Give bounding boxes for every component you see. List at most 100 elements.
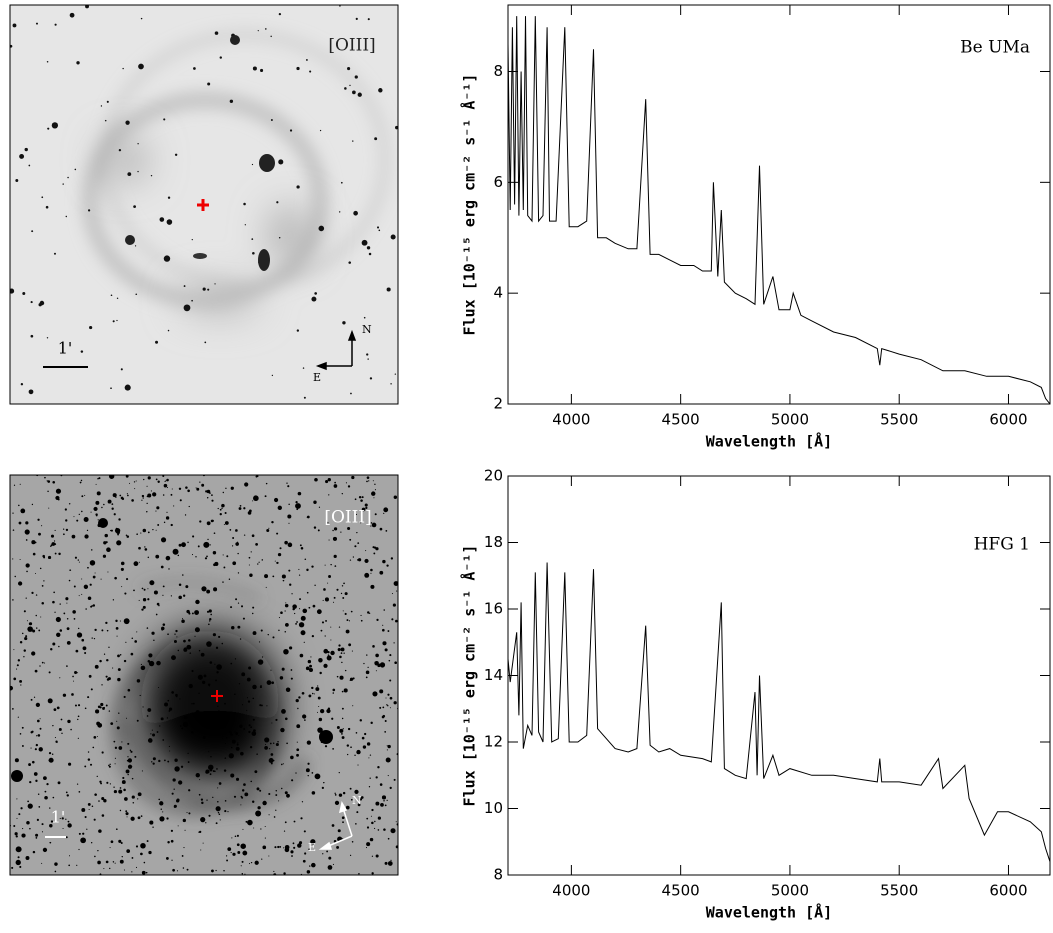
- star: [278, 159, 284, 165]
- star: [286, 742, 288, 745]
- star: [67, 820, 70, 823]
- star: [161, 626, 165, 631]
- star: [41, 823, 44, 826]
- star: [285, 687, 291, 692]
- star: [232, 536, 235, 539]
- star: [170, 595, 172, 597]
- star: [31, 591, 34, 594]
- star: [203, 541, 210, 548]
- star: [351, 475, 355, 480]
- star: [296, 66, 300, 71]
- star: [290, 755, 294, 760]
- star: [103, 799, 107, 803]
- star: [254, 770, 258, 774]
- star: [175, 629, 178, 633]
- star: [248, 556, 251, 559]
- star: [224, 702, 226, 705]
- star: [194, 627, 200, 633]
- star: [158, 687, 160, 689]
- star: [18, 813, 21, 816]
- star: [198, 692, 200, 694]
- star: [295, 772, 297, 774]
- star: [375, 801, 380, 806]
- star: [151, 761, 153, 763]
- star: [386, 287, 391, 292]
- star: [33, 696, 36, 698]
- star: [379, 570, 384, 575]
- star: [103, 653, 106, 655]
- star: [164, 759, 166, 762]
- star: [393, 778, 396, 781]
- star: [291, 779, 294, 782]
- star: [115, 496, 117, 498]
- star: [383, 799, 385, 802]
- star: [192, 535, 195, 538]
- scale-label: 1': [51, 808, 66, 827]
- star: [252, 631, 257, 635]
- star: [226, 555, 229, 558]
- star: [125, 769, 130, 774]
- star: [374, 827, 376, 830]
- star: [101, 814, 105, 817]
- star: [14, 575, 16, 578]
- star: [259, 685, 262, 689]
- star: [384, 861, 388, 865]
- star: [31, 651, 36, 656]
- star: [377, 816, 381, 820]
- star: [202, 736, 206, 739]
- star: [228, 753, 234, 759]
- star: [206, 497, 209, 499]
- star: [195, 710, 200, 715]
- star: [167, 633, 169, 636]
- star: [389, 679, 392, 682]
- star: [270, 669, 272, 671]
- star: [86, 828, 88, 830]
- star: [346, 744, 350, 747]
- star: [200, 798, 204, 801]
- star: [393, 701, 397, 705]
- star: [173, 788, 175, 790]
- star: [276, 561, 279, 564]
- star: [97, 705, 101, 709]
- star: [104, 533, 108, 538]
- star: [113, 513, 116, 516]
- star: [19, 640, 23, 644]
- star: [31, 230, 34, 233]
- star: [167, 841, 170, 844]
- star: [326, 655, 332, 661]
- star: [270, 762, 273, 765]
- star: [275, 794, 278, 797]
- star: [296, 185, 300, 189]
- star: [54, 611, 56, 613]
- star: [108, 710, 111, 712]
- star: [112, 320, 115, 323]
- star: [156, 506, 160, 510]
- star: [38, 806, 41, 808]
- star: [215, 646, 219, 650]
- star: [38, 532, 41, 536]
- star: [69, 12, 75, 18]
- star: [324, 635, 326, 637]
- star: [171, 691, 174, 694]
- star: [341, 717, 344, 720]
- star: [327, 582, 329, 584]
- star: [63, 612, 66, 615]
- star: [109, 783, 111, 785]
- star: [355, 823, 357, 825]
- star: [393, 642, 395, 644]
- star: [215, 806, 221, 812]
- star: [29, 827, 31, 830]
- star: [273, 816, 276, 818]
- star: [390, 383, 392, 385]
- star: [379, 783, 383, 786]
- star: [204, 557, 208, 560]
- star: [135, 845, 139, 848]
- star: [191, 239, 193, 241]
- star: [54, 552, 57, 555]
- star: [12, 599, 14, 601]
- star: [94, 664, 99, 669]
- star: [148, 850, 152, 855]
- star: [318, 717, 323, 722]
- star: [152, 492, 157, 497]
